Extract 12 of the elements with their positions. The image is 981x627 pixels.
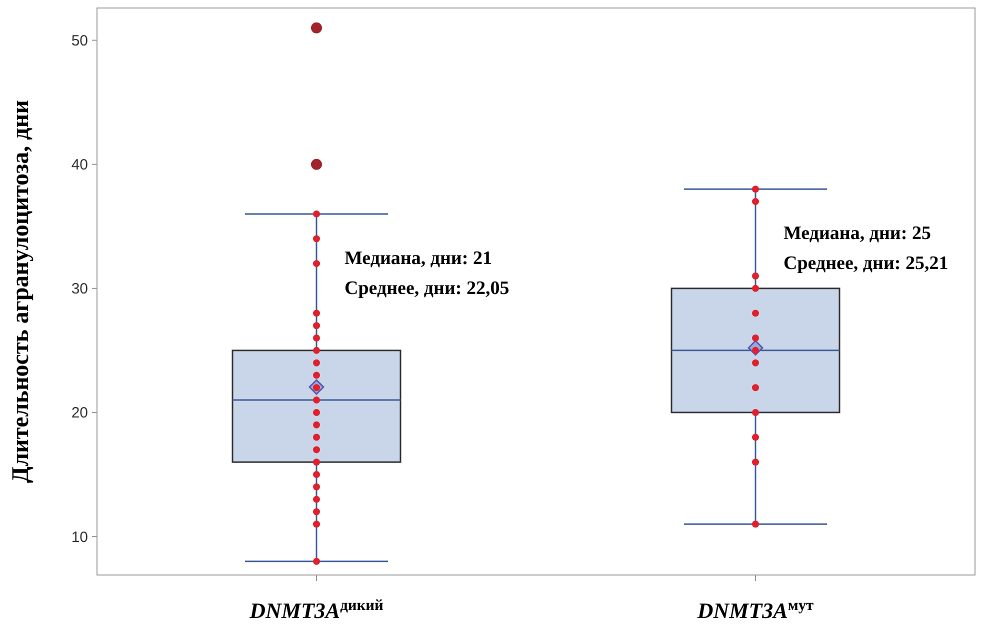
annotation: Среднее, дни: 22,05: [344, 278, 510, 299]
y-axis-title: Длительность агранулоцитоза, дни: [8, 100, 34, 483]
y-tick-label: 20: [71, 404, 88, 422]
annotation: Медиана, дни: 25: [784, 223, 931, 244]
y-tick-label: 10: [71, 528, 88, 546]
y-tick-label: 40: [71, 156, 88, 174]
y-tick-label: 50: [71, 32, 88, 50]
x-tick-label: DNMT3A$^{мут}$: [696, 596, 814, 623]
annotation: Медиана, дни: 21: [344, 248, 492, 269]
y-tick-label: 30: [71, 280, 88, 298]
annotation: Среднее, дни: 25,21: [784, 253, 948, 274]
x-tick-label: DNMT3A$^{дикий}$: [248, 596, 384, 623]
